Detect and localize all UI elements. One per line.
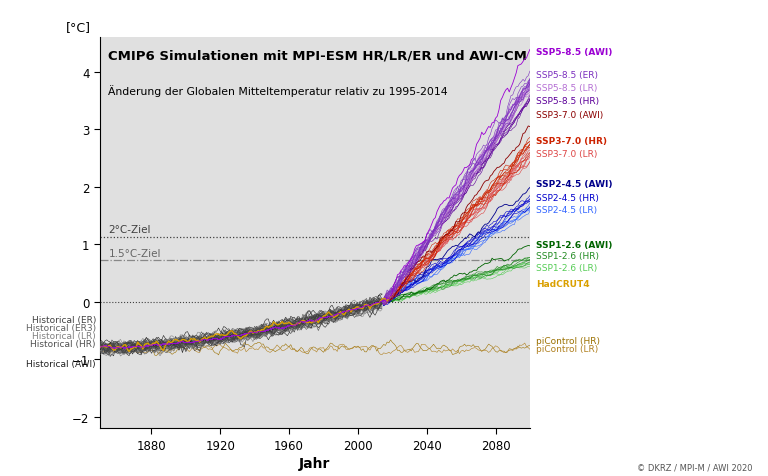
Text: 2°C-Ziel: 2°C-Ziel <box>108 225 151 235</box>
Text: SSP5-8.5 (LR): SSP5-8.5 (LR) <box>536 84 598 93</box>
Text: CMIP6 Simulationen mit MPI-ESM HR/LR/ER und AWI-CM: CMIP6 Simulationen mit MPI-ESM HR/LR/ER … <box>108 50 528 63</box>
Text: SSP5-8.5 (HR): SSP5-8.5 (HR) <box>536 97 599 106</box>
Text: piControl (LR): piControl (LR) <box>536 345 598 354</box>
Text: SSP3-7.0 (HR): SSP3-7.0 (HR) <box>536 137 607 146</box>
Text: HadCRUT4: HadCRUT4 <box>536 279 590 288</box>
Text: 1.5°C-Ziel: 1.5°C-Ziel <box>108 248 161 258</box>
X-axis label: Jahr: Jahr <box>300 456 330 470</box>
Text: Historical (LR): Historical (LR) <box>32 331 96 340</box>
Text: Historical (ER): Historical (ER) <box>31 315 96 324</box>
Text: SSP5-8.5 (AWI): SSP5-8.5 (AWI) <box>536 48 612 57</box>
Text: SSP1-2.6 (LR): SSP1-2.6 (LR) <box>536 263 598 272</box>
Text: SSP1-2.6 (HR): SSP1-2.6 (HR) <box>536 252 599 261</box>
Text: SSP5-8.5 (ER): SSP5-8.5 (ER) <box>536 71 598 80</box>
Text: SSP3-7.0 (LR): SSP3-7.0 (LR) <box>536 150 598 159</box>
Text: SSP1-2.6 (AWI): SSP1-2.6 (AWI) <box>536 240 612 249</box>
Text: © DKRZ / MPI-M / AWI 2020: © DKRZ / MPI-M / AWI 2020 <box>637 462 753 471</box>
Text: Historical (ER3): Historical (ER3) <box>26 323 96 332</box>
Text: piControl (HR): piControl (HR) <box>536 337 600 346</box>
Text: SSP2-4.5 (AWI): SSP2-4.5 (AWI) <box>536 180 613 189</box>
Text: SSP3-7.0 (AWI): SSP3-7.0 (AWI) <box>536 111 604 120</box>
Text: Historical (AWI): Historical (AWI) <box>26 360 96 368</box>
Text: Änderung der Globalen Mitteltemperatur relativ zu 1995-2014: Änderung der Globalen Mitteltemperatur r… <box>108 85 448 97</box>
Text: Historical (HR): Historical (HR) <box>31 339 96 348</box>
Text: SSP2-4.5 (HR): SSP2-4.5 (HR) <box>536 193 599 202</box>
Text: SSP2-4.5 (LR): SSP2-4.5 (LR) <box>536 206 598 215</box>
Text: [°C]: [°C] <box>65 21 91 34</box>
